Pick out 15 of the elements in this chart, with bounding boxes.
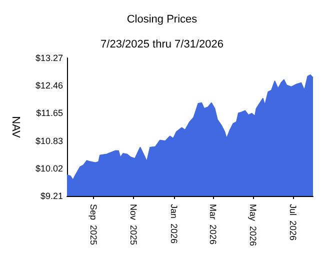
- x-tick-label: Jul 2026: [288, 204, 298, 241]
- y-tick-label: $10.02: [35, 163, 63, 174]
- y-tick-label: $13.27: [35, 53, 63, 63]
- x-tick-label: Sep 2025: [88, 204, 98, 246]
- x-tick-label: Nov 2025: [128, 204, 139, 246]
- x-tick-label: May 2026: [248, 204, 258, 246]
- y-axis-title: NAV: [10, 116, 22, 139]
- x-tick-label: Jan 2026: [168, 204, 179, 244]
- chart-subtitle: 7/23/2025 thru 7/31/2026: [100, 38, 224, 50]
- y-tick-label: $12.46: [35, 80, 63, 91]
- y-tick-label: $11.65: [36, 108, 63, 118]
- y-tick-label: $10.83: [35, 136, 63, 146]
- y-tick-label: $9.21: [40, 191, 63, 201]
- chart-title: Closing Prices: [126, 14, 198, 26]
- x-tick-label: Mar 2026: [208, 204, 218, 245]
